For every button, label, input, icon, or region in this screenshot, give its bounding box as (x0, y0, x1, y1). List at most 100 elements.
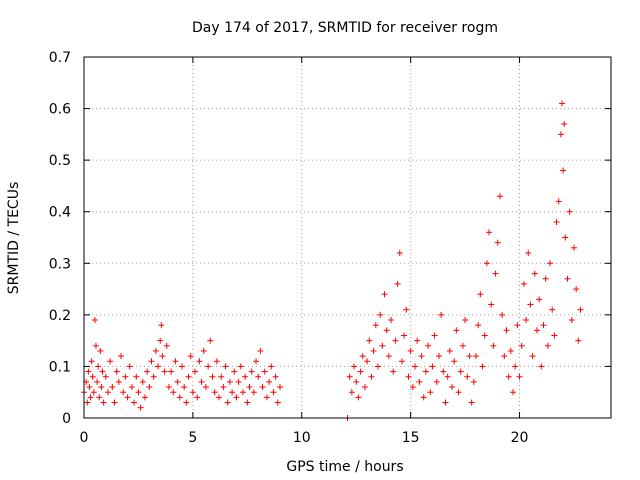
data-point (475, 322, 482, 329)
data-point (492, 270, 499, 277)
data-point (97, 347, 104, 354)
x-tick-label: 0 (80, 430, 89, 446)
y-tick-label: 0.3 (49, 256, 71, 272)
data-point (165, 384, 172, 391)
data-point (398, 358, 405, 365)
data-point (516, 373, 523, 380)
data-point (216, 394, 223, 401)
data-point (488, 301, 495, 308)
data-points (81, 100, 584, 421)
data-point (512, 363, 519, 370)
data-point (196, 358, 203, 365)
data-point (364, 358, 371, 365)
chart-title: Day 174 of 2017, SRMTID for receiver rog… (192, 20, 498, 36)
data-point (351, 363, 358, 370)
data-point (427, 389, 434, 396)
data-point (479, 363, 486, 370)
data-point (496, 193, 503, 200)
data-point (392, 337, 399, 344)
data-point (444, 373, 451, 380)
data-point (159, 353, 166, 360)
data-point (435, 353, 442, 360)
data-point (577, 306, 584, 313)
data-point (525, 249, 532, 256)
data-point (172, 358, 179, 365)
data-point (237, 363, 244, 370)
data-point (429, 363, 436, 370)
data-point (99, 368, 106, 375)
plot-frame (83, 56, 612, 419)
data-point (553, 219, 560, 226)
data-point (531, 270, 538, 277)
data-point (133, 373, 140, 380)
data-point (377, 311, 384, 318)
data-point (412, 363, 419, 370)
data-point (481, 332, 488, 339)
data-point (90, 389, 97, 396)
data-point (536, 296, 543, 303)
data-point (87, 394, 94, 401)
data-point (194, 394, 201, 401)
data-point (100, 399, 107, 406)
data-point (124, 394, 131, 401)
data-point (88, 358, 95, 365)
data-point (396, 249, 403, 256)
data-point (462, 317, 469, 324)
data-point (231, 368, 238, 375)
data-point (211, 389, 218, 396)
grid (84, 57, 611, 418)
data-point (561, 121, 568, 128)
data-point (490, 342, 497, 349)
data-point (451, 358, 458, 365)
data-point (529, 353, 536, 360)
data-point (501, 353, 508, 360)
data-point (388, 317, 395, 324)
data-point (370, 347, 377, 354)
data-point (438, 311, 445, 318)
data-point (455, 389, 462, 396)
data-point (268, 363, 275, 370)
data-point (96, 394, 103, 401)
data-point (514, 322, 521, 329)
data-point (464, 373, 471, 380)
data-point (259, 384, 266, 391)
data-point (187, 353, 194, 360)
data-point (518, 342, 525, 349)
data-point (564, 275, 571, 282)
data-point (416, 378, 423, 385)
data-point (205, 363, 212, 370)
data-point (150, 373, 157, 380)
data-point (131, 399, 138, 406)
data-point (144, 368, 151, 375)
data-point (222, 363, 229, 370)
data-point (483, 260, 490, 267)
data-point (233, 394, 240, 401)
data-point (472, 353, 479, 360)
data-point (385, 353, 392, 360)
data-point (176, 394, 183, 401)
data-point (202, 384, 209, 391)
data-point (566, 208, 573, 215)
data-point (453, 327, 460, 334)
data-point (422, 368, 429, 375)
data-point (368, 373, 375, 380)
data-point (104, 389, 111, 396)
data-point (560, 167, 567, 174)
data-point (383, 327, 390, 334)
data-point (276, 384, 283, 391)
data-point (477, 291, 484, 298)
data-point (405, 373, 412, 380)
data-point (542, 275, 549, 282)
data-point (559, 100, 566, 107)
data-point (420, 394, 427, 401)
data-point (239, 389, 246, 396)
data-point (449, 384, 456, 391)
y-tick-labels: 0 0.1 0.2 0.3 0.4 0.5 0.6 0.7 (49, 50, 71, 427)
data-point (353, 378, 360, 385)
data-point (381, 291, 388, 298)
data-point (120, 389, 127, 396)
data-point (414, 337, 421, 344)
data-point (91, 317, 98, 324)
data-point (109, 384, 116, 391)
data-point (242, 373, 249, 380)
